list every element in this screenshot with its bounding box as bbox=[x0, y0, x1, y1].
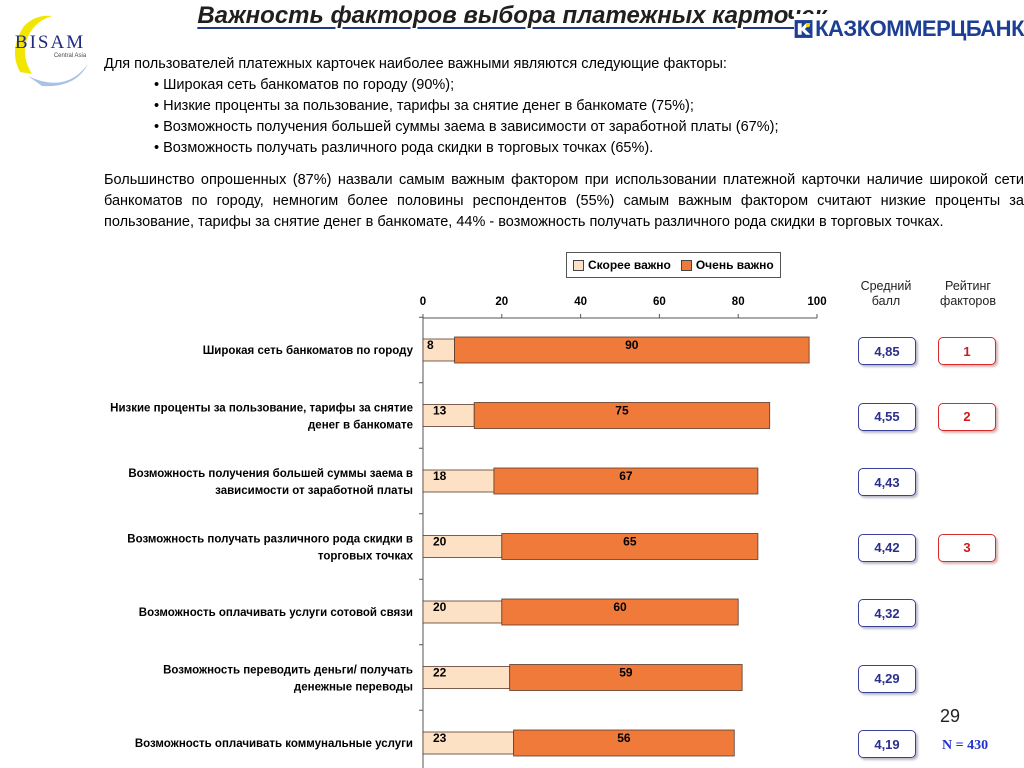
category-label: Широкая сеть банкоматов по городу bbox=[203, 345, 414, 357]
bar-very-important bbox=[473, 402, 771, 429]
page-title: Важность факторов выбора платежных карто… bbox=[197, 2, 827, 29]
intro-block: Для пользователей платежных карточек наи… bbox=[104, 54, 1004, 159]
bar-very-important bbox=[513, 729, 735, 757]
category-label: Возможность получать различного рода ски… bbox=[127, 534, 413, 546]
rank-box: 1 bbox=[938, 337, 996, 365]
bar-data-label: 22 bbox=[433, 666, 447, 680]
x-tick-label: 20 bbox=[495, 296, 508, 308]
bar-data-label: 23 bbox=[433, 731, 447, 745]
bar-very-important bbox=[501, 598, 739, 626]
bank-name: КАЗКОММЕРЦБАНК bbox=[815, 16, 1024, 41]
bar-data-label: 18 bbox=[433, 469, 447, 483]
mean-score-box: 4,32 bbox=[858, 599, 916, 627]
mean-score-box: 4,85 bbox=[858, 337, 916, 365]
chart-legend: Скорее важно Очень важно bbox=[566, 252, 781, 278]
bar-very-important bbox=[509, 664, 743, 691]
logo-text: BISAM bbox=[15, 32, 85, 53]
intro-bullets: Широкая сеть банкоматов по городу (90%);… bbox=[104, 75, 1004, 159]
category-label: торговых точках bbox=[318, 551, 414, 563]
bar-data-label: 67 bbox=[619, 469, 633, 483]
mean-score-box: 4,43 bbox=[858, 468, 916, 496]
bisam-logo: BISAM Central Asia bbox=[14, 15, 88, 87]
intro-lead: Для пользователей платежных карточек наи… bbox=[104, 56, 727, 72]
category-label: Возможность оплачивать коммунальные услу… bbox=[135, 738, 413, 750]
intro-bullet: Низкие проценты за пользование, тарифы з… bbox=[154, 96, 1004, 117]
legend-label-very: Очень важно bbox=[695, 258, 774, 272]
mean-score-box: 4,42 bbox=[858, 533, 916, 562]
mean-score-header: Средний балл bbox=[860, 279, 912, 308]
bank-logo: КАЗКОММЕРЦБАНК bbox=[794, 14, 1024, 44]
category-label: Возможность переводить деньги/ получать bbox=[163, 665, 413, 677]
intro-bullet: Возможность получения большей суммы заем… bbox=[154, 117, 1004, 138]
x-tick-label: 40 bbox=[574, 296, 587, 308]
legend-swatch-very bbox=[680, 259, 692, 271]
rank-box: 3 bbox=[938, 533, 996, 562]
summary-paragraph: Большинство опрошенных (87%) назвали сам… bbox=[104, 172, 1024, 230]
bar-data-label: 59 bbox=[619, 666, 633, 680]
bar-data-label: 75 bbox=[615, 404, 629, 418]
category-label: Возможность получения большей суммы заем… bbox=[128, 468, 413, 480]
sample-size: N = 430 bbox=[942, 738, 989, 753]
bar-data-label: 65 bbox=[623, 535, 637, 549]
category-label: Низкие проценты за пользование, тарифы з… bbox=[110, 403, 413, 415]
bar-data-label: 56 bbox=[617, 731, 631, 745]
mean-score-box: 4,29 bbox=[858, 664, 916, 693]
bar-data-label: 90 bbox=[625, 338, 639, 352]
legend-entry-very: Очень важно bbox=[680, 258, 774, 272]
legend-label-somewhat: Скорее важно bbox=[588, 258, 671, 272]
x-tick-label: 100 bbox=[807, 296, 826, 308]
mean-score-box: 4,55 bbox=[858, 402, 916, 431]
intro-bullet: Возможность получать различного рода ски… bbox=[154, 138, 1004, 159]
rank-box: 2 bbox=[938, 402, 996, 431]
bar-data-label: 13 bbox=[433, 404, 447, 418]
x-tick-label: 60 bbox=[653, 296, 666, 308]
bar-data-label: 60 bbox=[613, 600, 627, 614]
bar-data-label: 20 bbox=[433, 535, 447, 549]
bar-data-label: 20 bbox=[433, 600, 447, 614]
x-tick-label: 80 bbox=[732, 296, 745, 308]
bar-somewhat-important bbox=[422, 404, 475, 427]
category-label: денежные переводы bbox=[294, 682, 413, 694]
bar-data-label: 8 bbox=[427, 338, 434, 352]
mean-score-box: 4,19 bbox=[858, 730, 916, 758]
legend-swatch-somewhat bbox=[573, 259, 584, 271]
rank-header: Рейтинг факторов bbox=[940, 279, 996, 308]
page-number: 29 bbox=[940, 706, 961, 726]
bar-very-important bbox=[454, 336, 810, 364]
intro-bullet: Широкая сеть банкоматов по городу (90%); bbox=[154, 75, 1004, 96]
legend-entry-somewhat: Скорее важно bbox=[573, 258, 671, 272]
category-label: Возможность оплачивать услуги сотовой св… bbox=[139, 607, 413, 619]
category-label: денег в банкомате bbox=[308, 420, 413, 432]
bar-very-important bbox=[501, 533, 759, 560]
x-tick-label: 0 bbox=[420, 296, 426, 308]
logo-subtext: Central Asia bbox=[54, 53, 87, 59]
bank-emblem-icon bbox=[794, 20, 813, 38]
bar-very-important bbox=[493, 467, 759, 495]
category-label: зависимости от заработной платы bbox=[215, 485, 413, 497]
